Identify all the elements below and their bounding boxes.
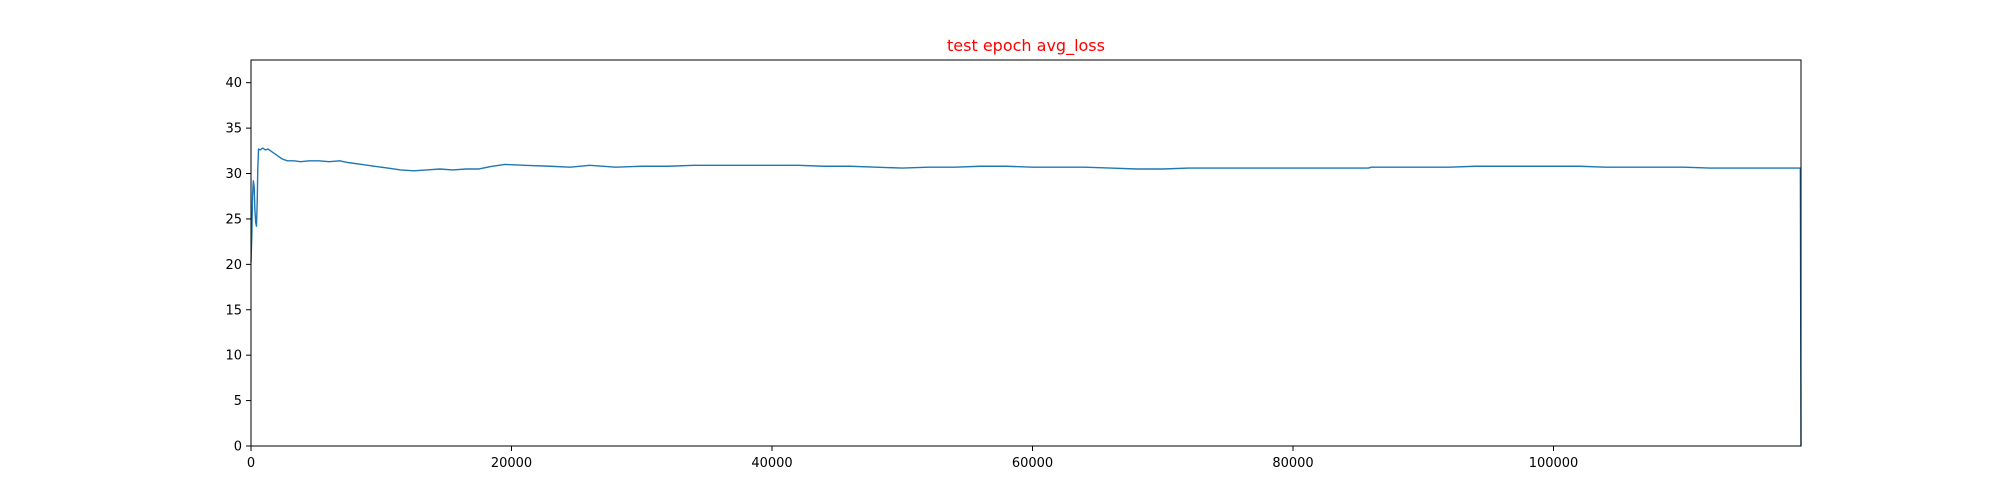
y-tick-label: 0 (234, 440, 242, 455)
y-axis-ticks: 0 5 10 15 20 25 30 35 40 (225, 76, 251, 455)
y-tick-label: 5 (234, 394, 242, 409)
series-group (250, 147, 1802, 447)
y-tick-label: 25 (225, 212, 242, 227)
x-tick-label: 60000 (1012, 456, 1053, 471)
x-tick-label: 80000 (1272, 456, 1313, 471)
y-tick-label: 35 (225, 122, 242, 137)
series-line (250, 147, 1802, 447)
chart-title: test epoch avg_loss (947, 36, 1105, 56)
y-tick-label: 15 (225, 303, 242, 318)
y-tick-label: 40 (225, 76, 242, 91)
y-tick-label: 10 (225, 349, 242, 364)
x-tick-label: 20000 (491, 456, 532, 471)
x-axis-ticks: 0 20000 40000 60000 80000 100000 (247, 446, 1578, 471)
x-tick-label: 40000 (751, 456, 792, 471)
plot-area-frame (250, 59, 1802, 447)
y-tick-label: 30 (225, 167, 242, 182)
x-tick-label: 100000 (1529, 456, 1579, 471)
y-tick-label: 20 (225, 258, 242, 273)
x-tick-label: 0 (247, 456, 255, 471)
